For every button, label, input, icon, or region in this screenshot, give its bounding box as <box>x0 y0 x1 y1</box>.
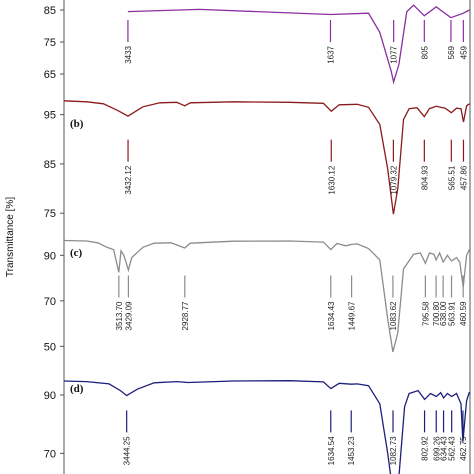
y-axis-label: Transmittance [%] <box>5 197 16 277</box>
panel-2-spectrum-line <box>63 239 470 353</box>
panels-group: 85 75 65 3433 1637 1077 805 569 459 95 85 75 (b) 3432… <box>44 4 471 474</box>
panel-0-peak-label-2: 1077 <box>390 45 399 63</box>
panel-3-peak-label-2: 1453.23 <box>347 436 356 465</box>
panel-1: 95 85 75 (b) 3432.12 1630.12 1079.32 804.93 565.… <box>44 100 470 220</box>
panel-0: 85 75 65 3433 1637 1077 805 569 459 <box>44 4 470 85</box>
panel-1-peak-label-5: 457.86 <box>459 165 468 190</box>
panel-1-peak-label-3: 804.93 <box>420 165 429 190</box>
panel-2-ytick-label-1: 70 <box>44 296 56 308</box>
panel-3-ytick-label-1: 70 <box>44 448 56 460</box>
panel-2-peak-label-10: 460.59 <box>459 301 468 326</box>
panel-1-ytick-label-0: 95 <box>44 110 56 122</box>
panel-1-spectrum-line <box>63 100 470 215</box>
panel-0-ytick-label-1: 75 <box>44 37 56 49</box>
panel-3-peak-label-3: 1082.73 <box>389 436 398 465</box>
panel-3-spectrum-line <box>63 380 471 474</box>
panel-3-peak-label-5: 699.26 <box>432 436 441 461</box>
panel-3: 90 70 (d) 3444.25 1634.54 1453.23 1082.73 802.9… <box>44 380 471 474</box>
panel-0-peak-label-5: 459 <box>459 45 468 59</box>
panel-2: 90 70 50 (c) 3513.70 3429.09 2928.77 1634.43 144… <box>44 239 470 353</box>
panel-0-peak-label-4: 569 <box>447 45 456 59</box>
panel-1-label: (b) <box>70 118 84 130</box>
panel-2-peak-label-2: 2928.77 <box>181 301 190 330</box>
panel-0-peak-label-1: 1637 <box>326 45 335 63</box>
panel-2-peak-label-6: 795.58 <box>421 301 430 326</box>
panel-0-ytick-label-0: 85 <box>44 5 56 17</box>
panel-2-ytick-label-2: 50 <box>44 341 56 353</box>
panel-3-peak-label-1: 1634.54 <box>327 436 336 465</box>
panel-2-peak-label-4: 1449.67 <box>348 301 357 330</box>
panel-0-peak-label-0: 3433 <box>124 45 133 63</box>
panel-2-peak-label-3: 1634.43 <box>327 301 336 330</box>
panel-3-peak-label-4: 802.92 <box>421 436 430 461</box>
panel-2-peak-label-1: 3429.09 <box>124 301 133 330</box>
panel-0-peak-label-3: 805 <box>420 45 429 59</box>
panel-2-peak-label-8: 638.00 <box>439 301 448 326</box>
panel-2-peak-label-9: 563.91 <box>448 301 457 326</box>
panel-3-label: (d) <box>70 383 84 395</box>
panel-0-spectrum-line <box>127 4 470 85</box>
panel-1-peak-label-4: 565.51 <box>447 165 456 190</box>
panel-1-peak-label-2: 1079.32 <box>389 165 398 194</box>
panel-3-peak-label-0: 3444.25 <box>123 436 132 465</box>
panel-2-peak-label-7: 700.80 <box>432 301 441 326</box>
panel-1-ytick-label-1: 85 <box>44 159 56 171</box>
panel-2-ytick-label-0: 90 <box>44 250 56 262</box>
panel-2-peak-label-0: 3513.70 <box>115 301 124 330</box>
panel-3-peak-label-6: 634.43 <box>440 436 449 461</box>
panel-3-ytick-label-0: 90 <box>44 390 56 402</box>
panel-1-peak-label-0: 3432.12 <box>124 165 133 194</box>
panel-1-ytick-label-2: 75 <box>44 208 56 220</box>
panel-2-peak-label-5: 1083.62 <box>389 301 398 330</box>
panel-3-peak-label-7: 562.43 <box>448 436 457 461</box>
panel-1-peak-label-1: 1630.12 <box>327 165 336 194</box>
panel-2-label: (c) <box>70 247 83 259</box>
panel-0-ytick-label-2: 65 <box>44 69 56 81</box>
panel-3-peak-label-8: 462.75 <box>459 436 468 461</box>
